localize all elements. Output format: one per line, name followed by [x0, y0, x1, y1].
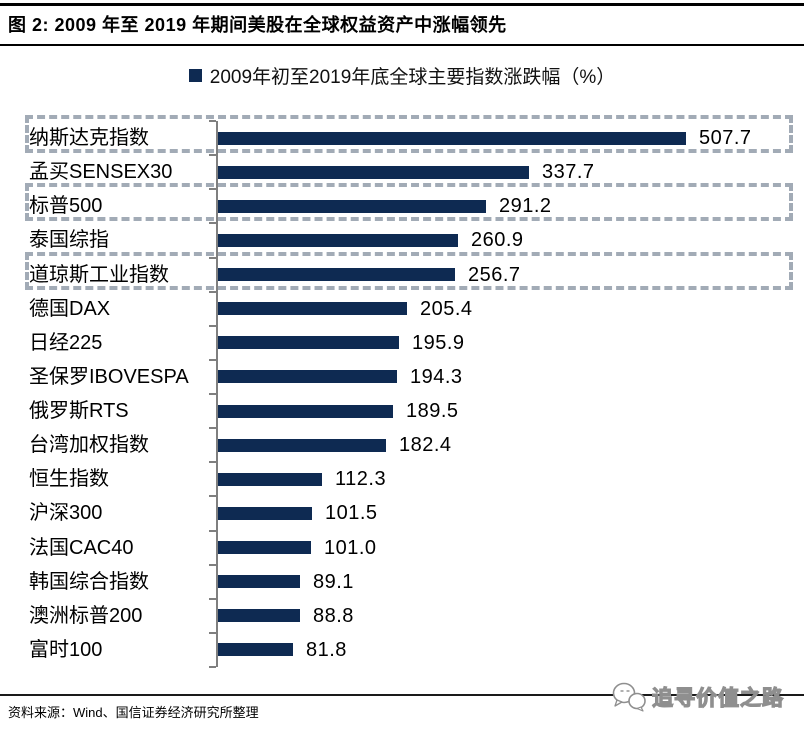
bar: [218, 131, 686, 145]
bar: [218, 302, 407, 316]
bar: [218, 199, 486, 213]
axis-tick: [209, 222, 216, 225]
footer-separator-line: [0, 694, 804, 696]
bar: [218, 404, 393, 418]
axis-tick: [209, 256, 216, 259]
value-label: 291.2: [499, 195, 552, 218]
axis-tick: [209, 188, 216, 191]
category-label: 孟买SENSEX30: [29, 161, 173, 184]
value-label: 101.5: [325, 502, 378, 525]
category-label: 法国CAC40: [29, 536, 134, 559]
category-label: 泰国综指: [29, 229, 109, 252]
bar: [218, 541, 311, 555]
value-label: 182.4: [399, 434, 452, 457]
bar: [218, 609, 300, 623]
legend-label: 2009年初至2019年底全球主要指数涨跌幅（%）: [209, 66, 616, 88]
value-label: 205.4: [420, 297, 473, 320]
value-label: 337.7: [542, 161, 595, 184]
value-label: 112.3: [335, 468, 387, 491]
bar: [218, 370, 397, 384]
chart-legend: 2009年初至2019年底全球主要指数涨跌幅（%）: [0, 62, 804, 88]
highlight-box: [25, 183, 793, 222]
axis-tick: [209, 495, 216, 498]
axis-tick: [209, 461, 216, 464]
axis-tick: [209, 529, 216, 532]
bar: [218, 438, 386, 452]
highlight-box: [25, 251, 793, 290]
axis-tick: [209, 324, 216, 327]
axis-tick: [209, 358, 216, 361]
value-label: 260.9: [471, 229, 524, 252]
bar: [218, 643, 293, 657]
bar: [218, 472, 322, 486]
bar: [218, 165, 529, 179]
chat-bubbles-logo-icon: [612, 682, 646, 712]
title-separator-line: [0, 44, 804, 46]
top-border-line: [0, 3, 804, 6]
axis-tick: [209, 154, 216, 157]
category-label: 俄罗斯RTS: [29, 400, 129, 423]
bar: [218, 268, 455, 282]
value-label: 81.8: [306, 638, 347, 661]
bar: [218, 506, 312, 520]
highlight-box: [25, 115, 793, 154]
category-label: 富时100: [29, 638, 103, 661]
category-label: 德国DAX: [29, 297, 111, 320]
value-label: 88.8: [313, 604, 354, 627]
axis-tick: [209, 120, 216, 122]
category-label: 道琼斯工业指数: [29, 263, 169, 286]
bar: [218, 336, 399, 350]
axis-tick: [209, 427, 216, 430]
value-label: 507.7: [699, 127, 752, 150]
category-label: 澳洲标普200: [29, 604, 143, 627]
value-label: 89.1: [313, 570, 354, 593]
axis-tick: [209, 393, 216, 395]
category-label: 圣保罗IBOVESPA: [29, 365, 189, 388]
axis-tick: [209, 597, 216, 600]
value-label: 189.5: [406, 400, 459, 423]
axis-tick: [209, 631, 216, 634]
category-label: 台湾加权指数: [29, 434, 149, 457]
bar: [218, 575, 300, 589]
category-label: 沪深300: [29, 502, 103, 525]
axis-tick: [209, 563, 216, 566]
value-label: 101.0: [324, 536, 377, 559]
category-label: 恒生指数: [29, 468, 109, 491]
category-label: 日经225: [29, 331, 103, 354]
value-label: 256.7: [468, 263, 521, 286]
axis-tick: [209, 666, 216, 668]
category-axis-line: [216, 121, 218, 667]
category-label: 标普500: [29, 195, 103, 218]
bar: [218, 233, 458, 247]
value-label: 194.3: [410, 365, 463, 388]
category-label: 韩国综合指数: [29, 570, 149, 593]
watermark-text: 追寻价值之路: [651, 686, 784, 710]
watermark: 追寻价值之路: [610, 677, 800, 717]
legend-swatch-icon: [188, 68, 202, 82]
source-note: 资料来源：Wind、国信证券经济研究所整理: [8, 705, 259, 720]
figure-title: 图 2: 2009 年至 2019 年期间美股在全球权益资产中涨幅领先: [8, 15, 507, 35]
value-label: 195.9: [412, 331, 465, 354]
axis-tick: [209, 290, 216, 293]
category-label: 纳斯达克指数: [29, 127, 149, 150]
